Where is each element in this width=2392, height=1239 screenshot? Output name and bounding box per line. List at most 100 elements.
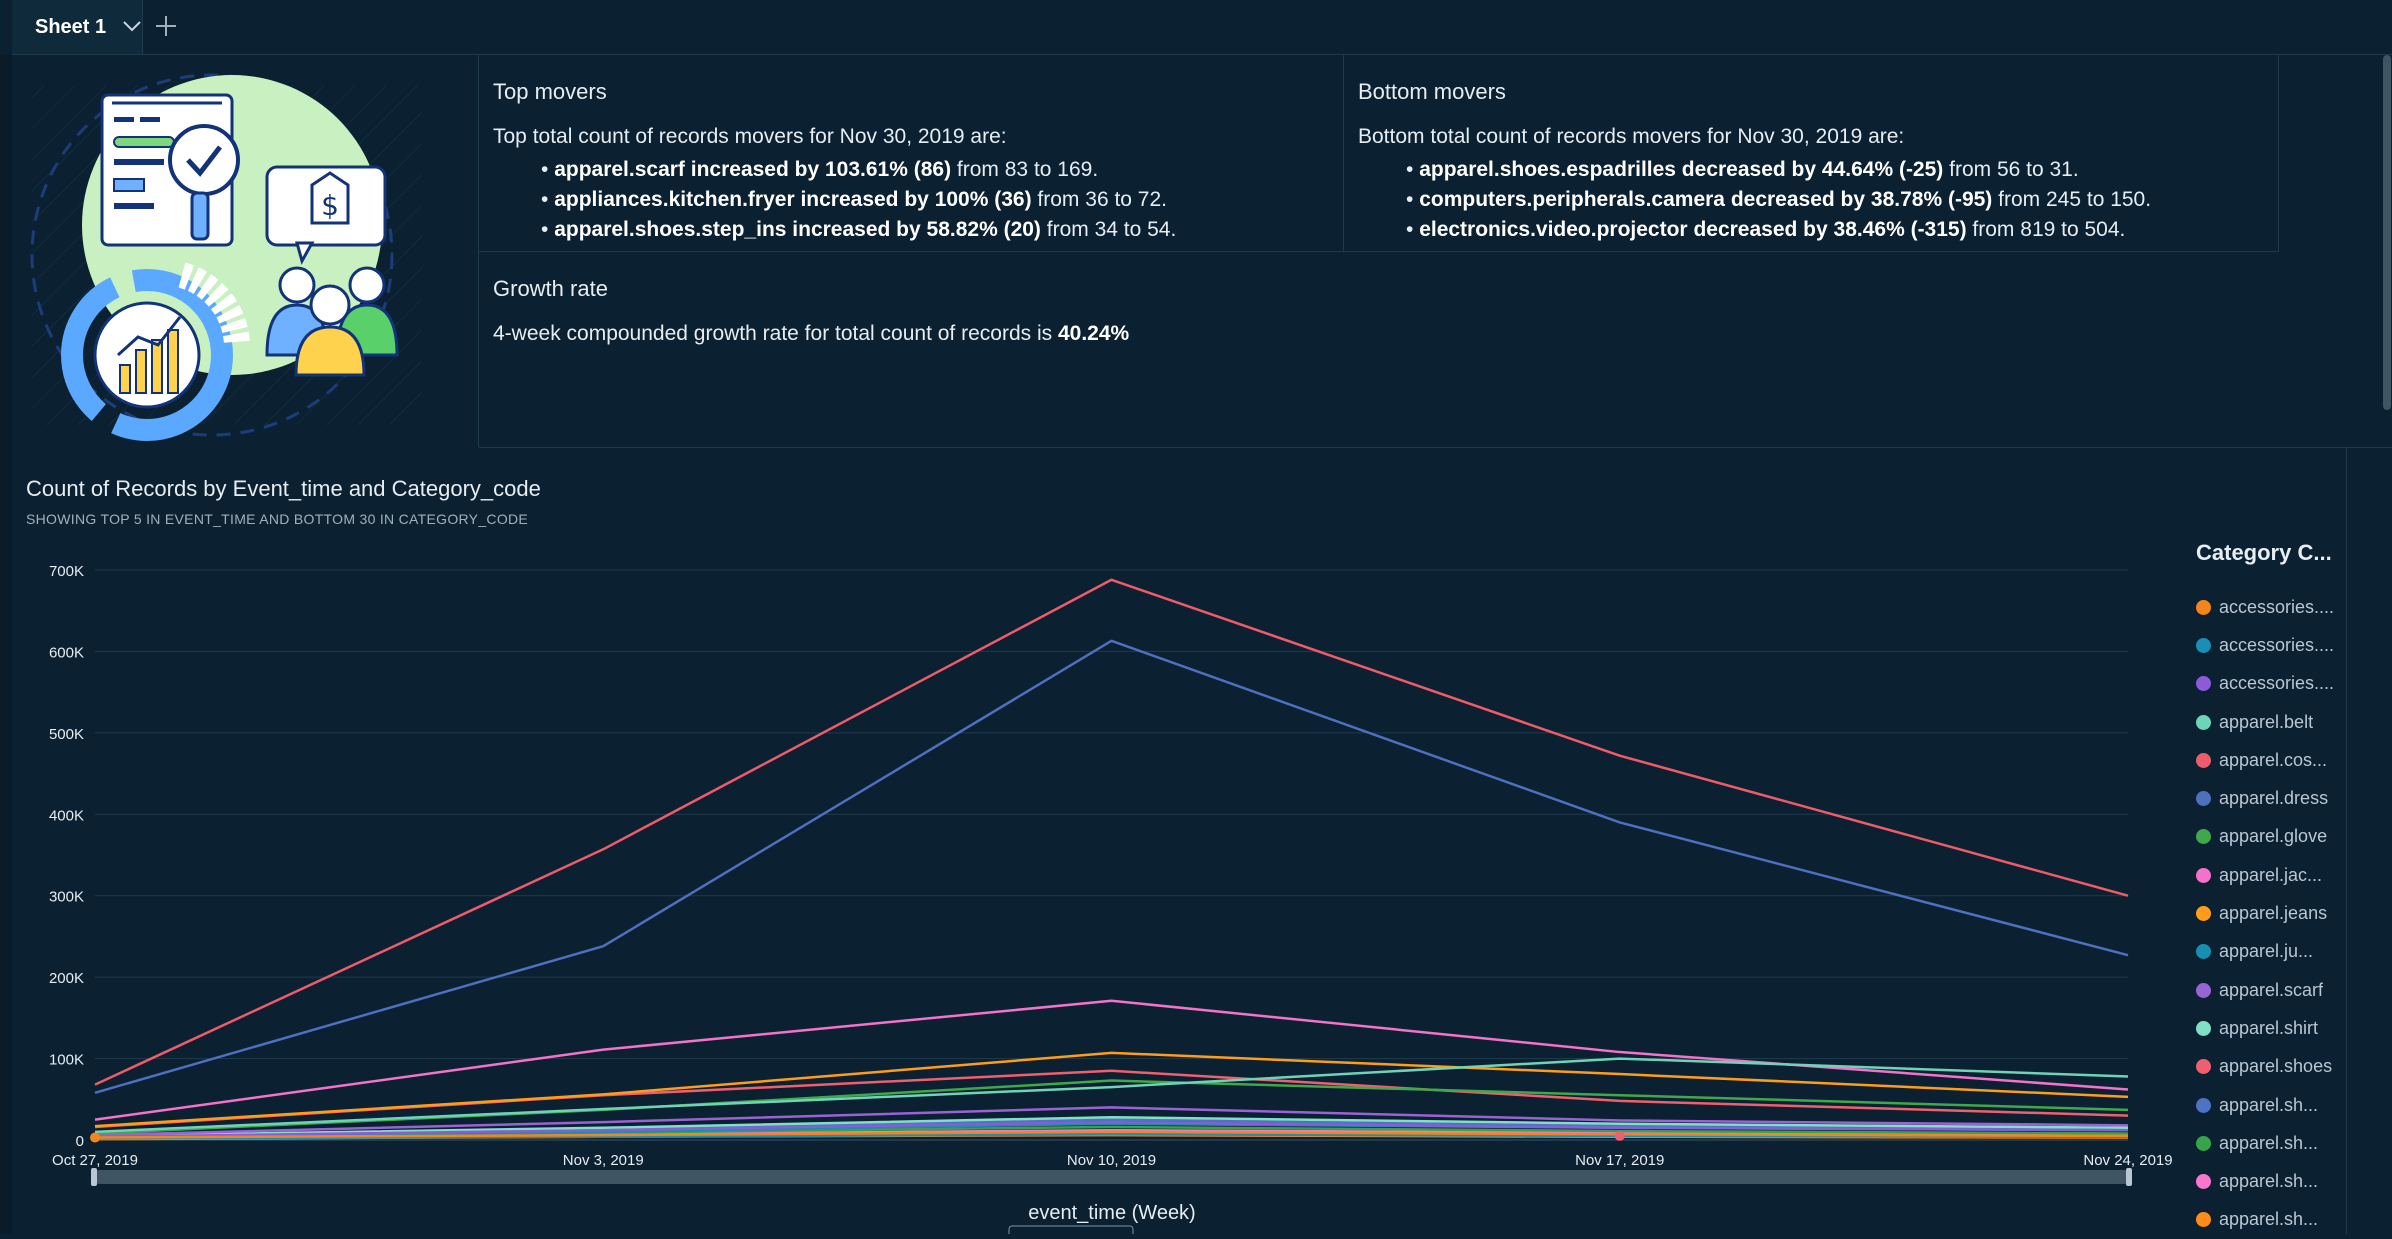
legend-color-dot [2196,829,2211,845]
legend-color-dot [2196,867,2211,883]
list-item: • apparel.scarf increased by 103.61% (86… [541,158,1099,181]
legend-item[interactable]: accessories.... [2196,626,2334,664]
y-tick-label: 400K [49,807,84,824]
legend-label: apparel.ju... [2219,941,2314,962]
series-line [94,1051,2129,1128]
range-slider-right-handle [2126,1168,2132,1186]
vertical-scrollbar[interactable] [2383,55,2391,410]
legend-item[interactable]: accessories.... [2196,665,2334,703]
line-chart-panel: Count of Records by Event_time and Categ… [12,448,2344,1234]
legend-label: apparel.shirt [2219,1017,2319,1038]
series-line [94,1130,2129,1139]
legend-item[interactable]: apparel.dress [2196,779,2334,817]
list-item: • computers.peripherals.camera decreased… [1406,188,2152,211]
legend-label: apparel.jac... [2219,864,2323,885]
legend-label: apparel.scarf [2219,979,2324,1000]
legend-label: apparel.sh... [2219,1132,2319,1153]
svg-text:$: $ [321,189,339,222]
sheet-tab[interactable]: Sheet 1 [12,0,143,54]
chart-legend: accessories.... accessories.... accessorie… [2196,588,2334,1239]
legend-label: accessories.... [2219,673,2335,694]
range-slider-track [95,1170,2128,1184]
series-line [94,1057,2129,1134]
legend-label: apparel.shoes [2219,1056,2333,1077]
bottom-movers-list: • apparel.shoes.espadrilles decreased by… [1406,155,2151,245]
growth-rate-text: 4-week compounded growth rate for total … [493,322,1130,345]
add-sheet-icon[interactable] [153,13,179,39]
legend-item[interactable]: apparel.sh... [2196,1124,2334,1162]
growth-rate-value: 40.24% [1057,322,1130,345]
legend-label: apparel.dress [2219,788,2329,809]
x-tick-label: Nov 10, 2019 [1067,1152,1156,1169]
legend-title: Category C... [2196,540,2332,565]
legend-color-dot [2196,637,2211,653]
legend-item[interactable]: apparel.sh... [2196,1162,2334,1200]
sheet-tab-label: Sheet 1 [35,15,107,38]
legend-color-dot [2196,1059,2211,1075]
legend-scroll-area[interactable] [2346,448,2392,1234]
legend-item[interactable]: apparel.shoes [2196,1048,2334,1086]
list-item: • appliances.kitchen.fryer increased by … [541,188,1167,211]
legend-color-dot [2196,982,2211,998]
chart-subtitle: SHOWING TOP 5 IN EVENT_TIME AND BOTTOM 3… [26,511,529,527]
bottom-movers-intro: Bottom total count of records movers for… [1358,125,1905,148]
legend-color-dot [2196,1020,2211,1036]
x-tick-label: Nov 17, 2019 [1575,1152,1664,1169]
data-point [90,1132,100,1143]
legend-item[interactable]: apparel.jac... [2196,856,2334,894]
sheet-tab-bar: Sheet 1 [0,0,2392,55]
top-movers-panel: Top movers Top total count of records mo… [479,55,1344,252]
axis-control [1008,1225,1134,1234]
bottom-movers-title: Bottom movers [1358,79,1506,104]
legend-item[interactable]: accessories.... [2196,588,2334,626]
legend-label: apparel.glove [2219,826,2328,847]
legend-item[interactable]: apparel.sh... [2196,1201,2334,1239]
chevron-down-icon[interactable] [122,19,142,33]
legend-label: accessories.... [2219,634,2335,655]
list-item: • electronics.video.projector decreased … [1406,218,2126,241]
legend-color-dot [2196,714,2211,730]
series-line [94,1133,2129,1140]
legend-color-dot [2196,676,2211,692]
legend-item[interactable]: apparel.sh... [2196,1086,2334,1124]
legend-color-dot [2196,752,2211,768]
legend-label: apparel.sh... [2219,1209,2319,1230]
top-movers-intro: Top total count of records movers for No… [493,125,1007,148]
legend-item[interactable]: apparel.shirt [2196,1009,2334,1047]
y-tick-label: 600K [49,644,84,661]
bottom-movers-panel: Bottom movers Bottom total count of reco… [1344,55,2279,252]
legend-color-dot [2196,1135,2211,1151]
legend-label: apparel.sh... [2219,1171,2319,1192]
top-movers-list: • apparel.scarf increased by 103.61% (86… [541,155,1176,245]
left-edge [0,54,12,1234]
series-line [94,1120,2129,1138]
legend-label: apparel.jeans [2219,903,2328,924]
chart-title: Count of Records by Event_time and Categ… [26,476,541,501]
y-tick-label: 200K [49,970,84,987]
legend-item[interactable]: apparel.scarf [2196,971,2334,1009]
legend-color-dot [2196,791,2211,807]
data-point [1614,1130,1625,1141]
y-tick-label: 300K [49,889,84,906]
series-line [94,1106,2129,1137]
legend-item[interactable]: apparel.ju... [2196,933,2334,971]
legend-color-dot [2196,1212,2211,1228]
x-axis-title: event_time (Week) [1028,1202,1195,1224]
legend-item[interactable]: apparel.belt [2196,703,2334,741]
legend-item[interactable]: apparel.cos... [2196,741,2334,779]
legend-label: apparel.belt [2219,711,2314,732]
legend-color-dot [2196,599,2211,615]
top-movers-title: Top movers [493,79,607,104]
range-slider-left-handle [91,1168,97,1186]
list-item: • apparel.shoes.step_ins increased by 58… [541,218,1177,241]
x-tick-label: Nov 24, 2019 [2083,1152,2172,1169]
y-tick-label: 100K [49,1052,84,1069]
x-tick-label: Nov 3, 2019 [563,1152,644,1169]
legend-color-dot [2196,1097,2211,1113]
growth-rate-panel: Growth rate 4-week compounded growth rat… [479,252,2392,448]
legend-item[interactable]: apparel.jeans [2196,894,2334,932]
legend-color-dot [2196,906,2211,922]
legend-item[interactable]: apparel.glove [2196,818,2334,856]
line-chart: 0 100K 200K 300K 400K 500K 600K 700K Oct 27, 201… [49,563,2173,1234]
y-tick-label: 0 [76,1133,84,1150]
